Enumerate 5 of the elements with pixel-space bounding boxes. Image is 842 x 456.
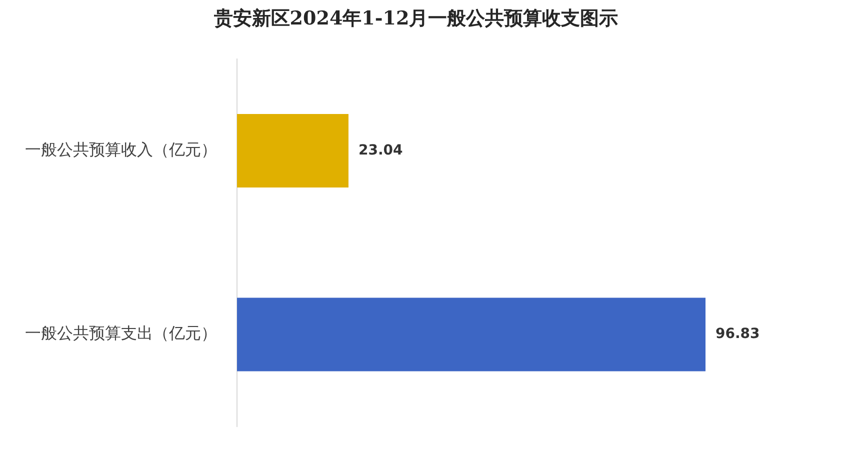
chart-title: 贵安新区2024年1-12月一般公共预算收支图示 <box>212 7 618 30</box>
y-tick-label: 一般公共预算收入（亿元） <box>25 140 217 159</box>
y-tick-label: 一般公共预算支出（亿元） <box>25 324 217 343</box>
data-label: 96.83 <box>716 326 760 342</box>
data-label: 23.04 <box>358 142 404 158</box>
